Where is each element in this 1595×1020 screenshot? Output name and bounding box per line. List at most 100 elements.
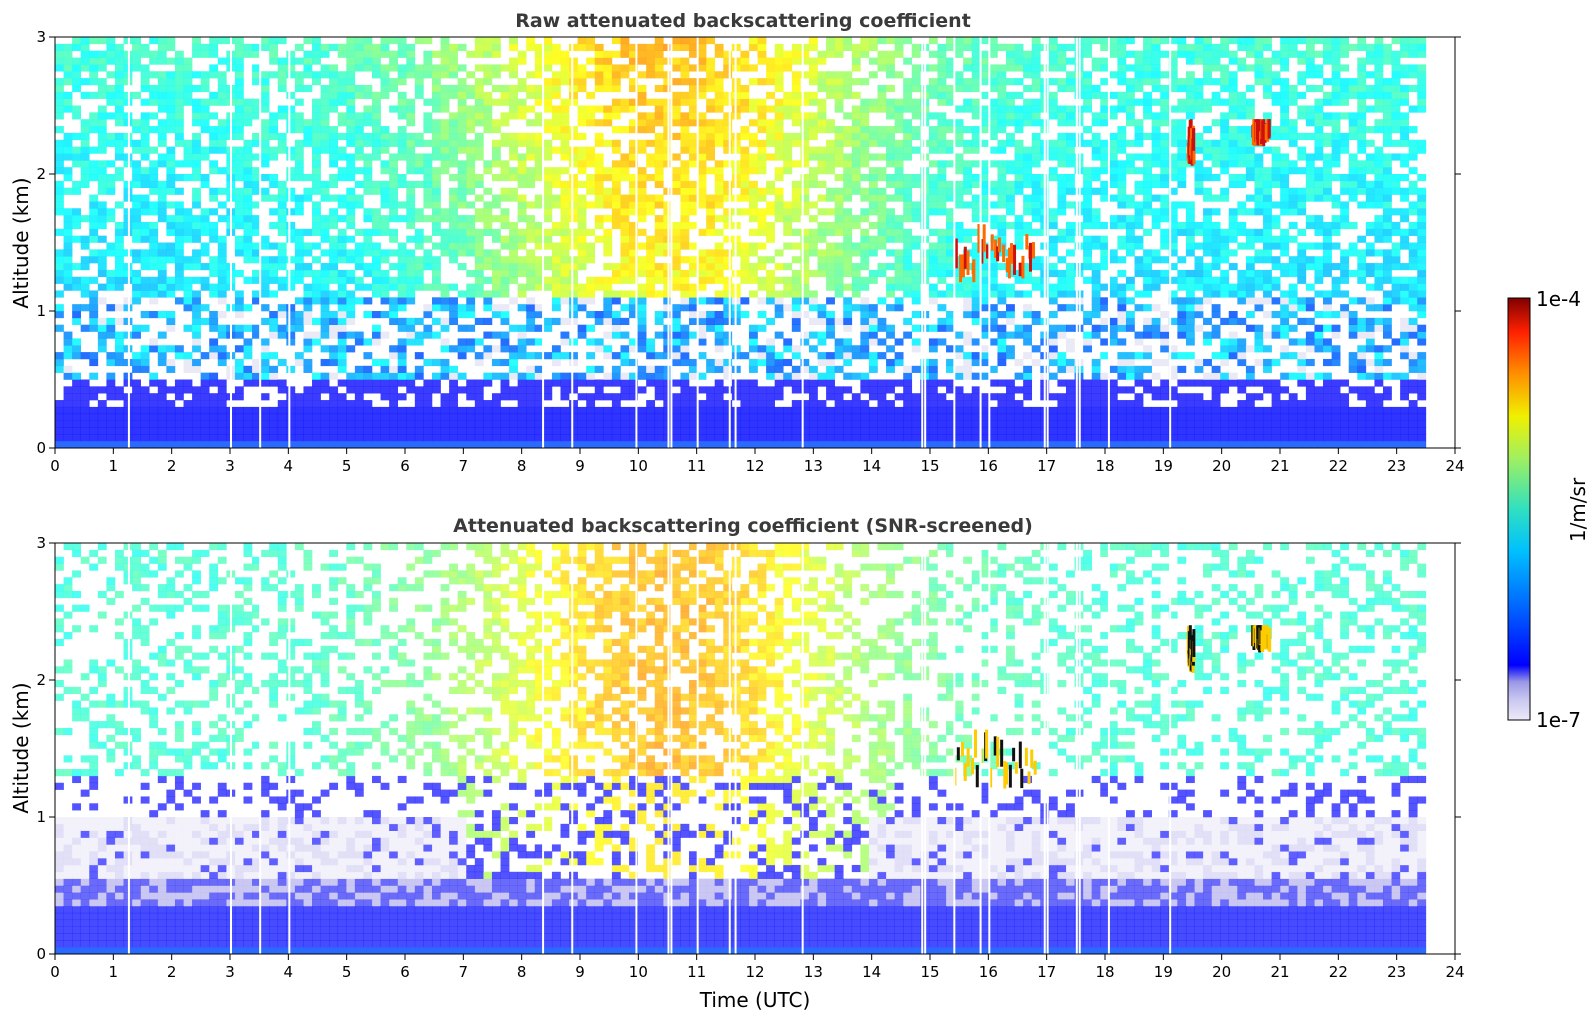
heatmap-cell xyxy=(629,427,638,435)
heatmap-cell xyxy=(860,37,870,45)
heatmap-cell xyxy=(534,283,544,291)
heatmap-cell xyxy=(963,180,973,188)
heatmap-cell xyxy=(988,180,998,188)
heatmap-cell xyxy=(997,98,1007,106)
heatmap-cell xyxy=(234,434,244,442)
heatmap-cell xyxy=(483,352,493,360)
heatmap-cell xyxy=(423,119,433,127)
heatmap-cell xyxy=(243,406,253,415)
heatmap-cell xyxy=(277,221,287,230)
heatmap-cell xyxy=(243,139,253,147)
heatmap-cell xyxy=(269,427,279,435)
heatmap-cell xyxy=(509,57,518,65)
heatmap-cell xyxy=(808,420,818,428)
heatmap-cell xyxy=(114,331,124,339)
heatmap-cell xyxy=(543,393,553,401)
heatmap-cell xyxy=(594,167,604,175)
heatmap-cell xyxy=(766,139,775,147)
heatmap-cell xyxy=(55,194,64,202)
heatmap-cell xyxy=(800,365,810,373)
heatmap-cell xyxy=(346,297,356,305)
heatmap-cell xyxy=(114,304,124,312)
heatmap-cell xyxy=(286,324,296,332)
heatmap-cell xyxy=(877,324,887,332)
heatmap-cell xyxy=(646,420,656,428)
heatmap-cell xyxy=(157,427,167,435)
heatmap-cell xyxy=(971,112,981,120)
heatmap-cell xyxy=(894,406,904,415)
heatmap-cell xyxy=(80,420,90,428)
heatmap-cell xyxy=(363,57,373,65)
heatmap-cell xyxy=(414,276,424,284)
heatmap-cell xyxy=(132,64,141,72)
heatmap-cell xyxy=(526,71,536,79)
heatmap-cell xyxy=(671,249,681,257)
heatmap-cell xyxy=(817,406,827,415)
heatmap-cell xyxy=(586,406,596,415)
heatmap-cell xyxy=(89,119,99,127)
heatmap-cell xyxy=(483,160,493,168)
heatmap-cell xyxy=(714,290,724,298)
heatmap-cell xyxy=(1014,167,1024,175)
heatmap-cell xyxy=(928,132,938,141)
heatmap-cell xyxy=(517,263,527,271)
heatmap-cell xyxy=(774,119,784,127)
heatmap-cell xyxy=(603,64,613,72)
heatmap-cell xyxy=(209,283,219,291)
heatmap-cell xyxy=(714,119,724,127)
heatmap-cell xyxy=(560,139,570,147)
heatmap-cell xyxy=(183,208,193,216)
heatmap-cell xyxy=(877,297,887,305)
heatmap-cell xyxy=(200,84,210,93)
heatmap-cell xyxy=(868,427,878,435)
heatmap-cell xyxy=(106,37,116,45)
heatmap-cell xyxy=(406,263,416,271)
heatmap-cell xyxy=(1023,379,1033,387)
heatmap-cell xyxy=(851,64,861,72)
heatmap-cell xyxy=(886,37,895,45)
heatmap-cell xyxy=(466,146,476,154)
heatmap-cell xyxy=(440,105,450,113)
heatmap-cell xyxy=(963,297,973,305)
heatmap-cell xyxy=(980,71,990,79)
heatmap-cell xyxy=(543,263,553,271)
heatmap-cell xyxy=(706,297,716,305)
heatmap-cell xyxy=(1014,43,1024,51)
heatmap-cell xyxy=(963,393,973,401)
heatmap-cell xyxy=(466,386,476,394)
heatmap-cell xyxy=(577,393,587,401)
heatmap-cell xyxy=(423,379,433,387)
heatmap-cell xyxy=(140,64,150,72)
heatmap-cell xyxy=(132,379,141,387)
heatmap-cell xyxy=(397,50,407,58)
heatmap-cell xyxy=(629,180,638,188)
heatmap-cell xyxy=(449,160,458,168)
heatmap-cell xyxy=(106,160,116,168)
heatmap-cell xyxy=(183,71,193,79)
heatmap-cell xyxy=(706,57,716,65)
heatmap-cell xyxy=(791,276,801,284)
heatmap-cell xyxy=(269,50,279,58)
heatmap-cell xyxy=(63,153,73,161)
heatmap-cell xyxy=(594,174,604,182)
heatmap-cell xyxy=(689,187,698,195)
heatmap-cell xyxy=(783,283,793,291)
heatmap-cell xyxy=(260,283,270,291)
heatmap-cell xyxy=(620,352,630,360)
heatmap-cell xyxy=(928,242,938,250)
heatmap-cell xyxy=(808,406,818,415)
heatmap-cell xyxy=(243,50,253,58)
heatmap-cell xyxy=(1048,263,1058,271)
heatmap-cell xyxy=(217,91,227,99)
heatmap-cell xyxy=(286,57,296,65)
heatmap-cell xyxy=(346,153,356,161)
heatmap-cell xyxy=(654,263,664,271)
heatmap-cell xyxy=(192,249,201,257)
heatmap-cell xyxy=(654,153,664,161)
heatmap-cell xyxy=(1057,105,1067,113)
heatmap-cell xyxy=(294,413,304,421)
heatmap-cell xyxy=(946,249,955,257)
heatmap-cell xyxy=(911,420,921,428)
heatmap-cell xyxy=(766,78,775,86)
heatmap-cell xyxy=(1014,112,1024,120)
